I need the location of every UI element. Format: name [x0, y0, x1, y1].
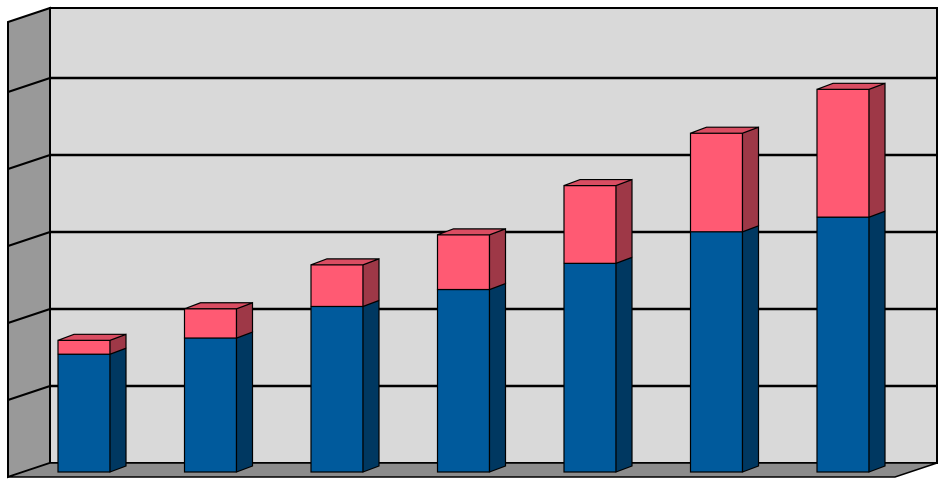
bar-segment	[436, 234, 491, 291]
gridline-side	[7, 77, 51, 93]
bar-segment	[816, 88, 870, 218]
bar-group	[436, 227, 507, 473]
bar-segment-side	[109, 347, 127, 473]
bar-segment-top	[437, 228, 506, 236]
bar-group	[310, 258, 380, 473]
bar-segment-top	[310, 258, 380, 266]
side-wall	[7, 6, 51, 479]
bar-segment-side	[488, 282, 507, 473]
bar-segment	[816, 216, 870, 473]
bar-segment-top	[563, 178, 633, 187]
bar-segment	[310, 264, 364, 308]
bar-segment-side	[615, 256, 633, 473]
bar-segment	[689, 231, 744, 473]
gridline-side	[7, 231, 51, 247]
bar-segment-side	[362, 258, 380, 308]
bar-segment-side	[741, 224, 760, 473]
bar-segment-side	[868, 82, 886, 218]
gridline-side	[7, 154, 51, 170]
bar-segment-side	[488, 227, 507, 291]
gridline-side	[7, 308, 51, 324]
bar-segment	[57, 339, 111, 355]
bar-segment-side	[868, 210, 886, 473]
bar-segment-side	[362, 299, 380, 473]
bar-segment	[183, 337, 238, 473]
bar-group	[57, 333, 127, 473]
bars	[57, 82, 886, 473]
bar-segment-top	[690, 126, 759, 134]
bar-segment	[689, 132, 744, 233]
bar-segment-side	[741, 126, 760, 233]
bar-group	[183, 301, 254, 473]
bar-group	[563, 178, 633, 473]
bar-segment	[436, 288, 491, 473]
bar-group	[816, 82, 886, 473]
bar-segment-side	[615, 178, 633, 265]
bar-group	[689, 126, 760, 473]
bar-segment	[563, 262, 617, 473]
gridline-side	[7, 385, 51, 401]
bar-segment-side	[235, 331, 254, 473]
bar-segment	[563, 184, 617, 264]
bar-segment	[183, 308, 238, 339]
bar-segment-top	[57, 333, 127, 341]
bar-segment	[310, 305, 364, 473]
bar-segment-top	[816, 82, 886, 90]
bar-segment	[57, 353, 111, 473]
bar-segment-top	[184, 302, 253, 310]
